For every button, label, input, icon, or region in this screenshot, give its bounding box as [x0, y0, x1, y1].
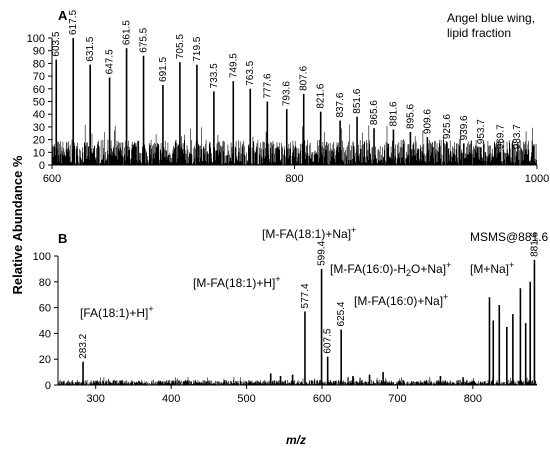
x-axis-label: m/z [286, 433, 306, 447]
panel-b-x-tick-label: 600 [313, 393, 331, 405]
panel-a: A Angel blue wing, lipid fraction 010203… [27, 8, 550, 185]
panel-b-note: MSMS@881.6 [470, 230, 549, 244]
panel-a-peak-label: 617.5 [68, 10, 79, 35]
panel-a-y-tick-label: 100 [27, 33, 45, 45]
panel-a-x-tick-label: 600 [43, 173, 61, 185]
panel-b-x-tick-label: 800 [464, 393, 482, 405]
panel-b-y-tick-label: 40 [39, 328, 51, 340]
panel-a-y-tick-label: 10 [33, 147, 45, 159]
panel-a-peak-label: 939.6 [459, 115, 470, 140]
panel-a-peak-label: 691.5 [158, 57, 169, 82]
annotation-m-fa-18-1-na: [M-FA(18:1)+Na]+ [262, 225, 356, 241]
panel-b-y-tick-label: 100 [33, 251, 51, 263]
panel-a-peak-label: 603.5 [51, 31, 62, 56]
panel-a-x-tick-label: 1000 [525, 173, 549, 185]
annotation-m-fa-16-0-na: [M-FA(16:0)+Na]+ [354, 292, 448, 308]
panel-b-y-tick-label: 80 [39, 277, 51, 289]
panel-a-note: Angel blue wing, lipid fraction [447, 11, 538, 40]
panel-a-note-line-2: lipid fraction [447, 26, 511, 40]
panel-a-peak-label: 851.6 [352, 88, 363, 113]
panel-a-y-tick-label: 40 [33, 109, 45, 121]
panel-b-peak-label: 607.5 [323, 328, 334, 353]
annotation-m-fa-18-1-h: [M-FA(18:1)+H]+ [193, 274, 281, 290]
panel-a-peak-label: 909.6 [422, 109, 433, 134]
panel-b-y-tick-label: 0 [45, 380, 51, 392]
annotation-m-fa-16-0-h2o-na: [M-FA(16:0)-H2O+Na]+ [330, 260, 451, 278]
panel-a-peak-label: 925.6 [442, 114, 453, 139]
panel-a-y-tick-label: 60 [33, 84, 45, 96]
panel-b: B MSMS@881.6 0 20 40 60 80 100 300 400 500 600 700… [33, 225, 549, 405]
annotation-m-na: [M+Na]+ [470, 260, 514, 276]
panel-b-x-tick-label: 500 [237, 393, 255, 405]
panel-b-plot: 0 20 40 60 80 100 300 400 500 600 700 800 283.2 577.4… [33, 231, 541, 405]
panel-a-peak-label: 821.6 [316, 83, 327, 108]
panel-a-peak-label: 675.5 [139, 27, 150, 52]
panel-a-peak-label: 749.5 [228, 53, 239, 78]
panel-a-y-tick-label: 30 [33, 122, 45, 134]
panel-b-x-tick-label: 400 [162, 393, 180, 405]
panel-a-peak-label: 881.6 [388, 101, 399, 126]
y-axis-label: Relative Abundance % [10, 155, 25, 294]
panel-a-peak-label: 647.5 [105, 49, 116, 74]
panel-b-peak-label: 625.4 [336, 301, 347, 326]
panel-a-peak-label: 953.7 [476, 119, 487, 144]
panel-b-noise-trace [57, 376, 537, 385]
panel-a-peak-label: 983.7 [512, 124, 523, 149]
panel-b-peak-label: 881.6 [529, 231, 540, 256]
annotation-fa-18-1-h: [FA(18:1)+H]+ [80, 304, 154, 320]
panel-b-peak-label: 599.4 [317, 240, 328, 265]
panel-a-y-tick-label: 20 [33, 135, 45, 147]
panel-b-label: B [58, 231, 67, 246]
panel-a-note-line-1: Angel blue wing, [447, 11, 535, 25]
panel-a-peak-label: 865.6 [369, 100, 380, 125]
panel-a-peak-label: 969.7 [495, 124, 506, 149]
panel-a-peak-label: 837.6 [335, 92, 346, 117]
panel-a-peak-label: 777.6 [262, 73, 273, 98]
panel-a-label: A [58, 8, 68, 23]
panel-a-y-tick-label: 0 [39, 160, 45, 172]
panel-a-y-tick-label: 70 [33, 71, 45, 83]
panel-a-peak-label: 895.6 [405, 104, 416, 129]
panel-b-x-tick-label: 300 [87, 393, 105, 405]
panel-a-y-tick-label: 80 [33, 58, 45, 70]
panel-b-peak-label: 283.2 [78, 333, 89, 358]
panel-b-x-tick-label: 700 [388, 393, 406, 405]
panel-a-y-tick-label: 90 [33, 46, 45, 58]
panel-a-y-tick-label: 50 [33, 97, 45, 109]
panel-b-y-tick-label: 60 [39, 303, 51, 315]
panel-a-peak-label: 733.5 [209, 63, 220, 88]
panel-a-peak-label: 661.5 [122, 20, 133, 45]
panel-a-peak-label: 705.5 [175, 34, 186, 59]
panel-a-peak-label: 793.6 [282, 81, 293, 106]
panel-a-peak-label: 807.6 [299, 65, 310, 90]
panel-a-peak-label: 719.5 [192, 36, 203, 61]
panel-a-peak-label: 631.5 [85, 36, 96, 61]
panel-b-y-tick-label: 20 [39, 354, 51, 366]
panel-a-x-tick-label: 800 [285, 173, 303, 185]
panel-b-peak-label: 577.4 [300, 283, 311, 308]
panel-a-peak-label: 763.5 [245, 60, 256, 85]
